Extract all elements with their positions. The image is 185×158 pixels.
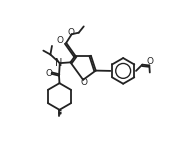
Text: O: O: [146, 58, 153, 67]
Text: O: O: [56, 36, 63, 45]
Text: O: O: [68, 27, 75, 36]
Text: O: O: [80, 78, 87, 87]
Text: N: N: [55, 58, 63, 68]
Text: O: O: [46, 69, 53, 78]
